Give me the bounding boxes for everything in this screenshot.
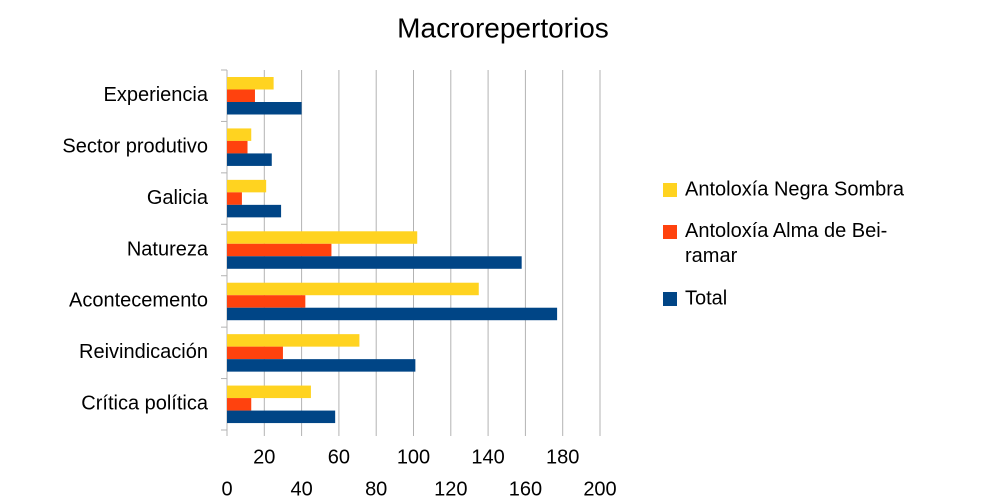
x-tick-label: 60 xyxy=(328,446,350,468)
bar xyxy=(227,256,522,269)
y-tick-label: Natureza xyxy=(127,238,209,260)
x-tick-label: 40 xyxy=(290,478,312,500)
bar xyxy=(227,295,306,308)
y-tick-label: Sector produtivo xyxy=(62,135,208,157)
y-tick-label: Experiencia xyxy=(103,84,208,106)
bar xyxy=(227,307,558,321)
legend-label: Total xyxy=(685,287,727,309)
y-tick-label: Acontecemento xyxy=(69,290,208,312)
y-tick-label: Reivindicación xyxy=(79,341,208,363)
x-tick-label: 0 xyxy=(221,478,232,500)
bar xyxy=(227,140,248,154)
bar xyxy=(227,359,416,372)
bar xyxy=(227,179,267,193)
bar xyxy=(227,410,336,424)
bar xyxy=(227,334,360,347)
x-tick-label: 120 xyxy=(434,478,467,500)
x-tick-label: 80 xyxy=(365,478,387,500)
legend-swatch xyxy=(663,183,677,197)
bar xyxy=(227,192,242,205)
bar xyxy=(227,243,332,257)
x-tick-label: 200 xyxy=(583,478,616,500)
legend-label: Antoloxía Alma de Bei-ramar xyxy=(685,220,887,267)
bar xyxy=(227,77,274,90)
bar xyxy=(227,346,283,360)
x-tick-label: 20 xyxy=(253,446,275,468)
y-tick-label: Galicia xyxy=(147,187,209,209)
bar xyxy=(227,153,272,166)
bar xyxy=(227,282,479,296)
x-tick-label: 140 xyxy=(471,446,504,468)
bar xyxy=(227,204,282,218)
chart-title: Macrorepertorios xyxy=(397,12,609,43)
legend-label: Antoloxía Negra Sombra xyxy=(685,178,905,200)
legend-swatch xyxy=(663,292,677,306)
bar xyxy=(227,89,255,102)
x-tick-label: 160 xyxy=(509,478,542,500)
x-tick-label: 100 xyxy=(397,446,430,468)
bar xyxy=(227,102,302,115)
bar xyxy=(227,385,311,399)
bar xyxy=(227,231,418,244)
x-tick-label: 180 xyxy=(546,446,579,468)
bar xyxy=(227,128,252,141)
legend-swatch xyxy=(663,225,677,239)
y-tick-label: Crítica política xyxy=(81,393,209,415)
bar xyxy=(227,398,252,411)
